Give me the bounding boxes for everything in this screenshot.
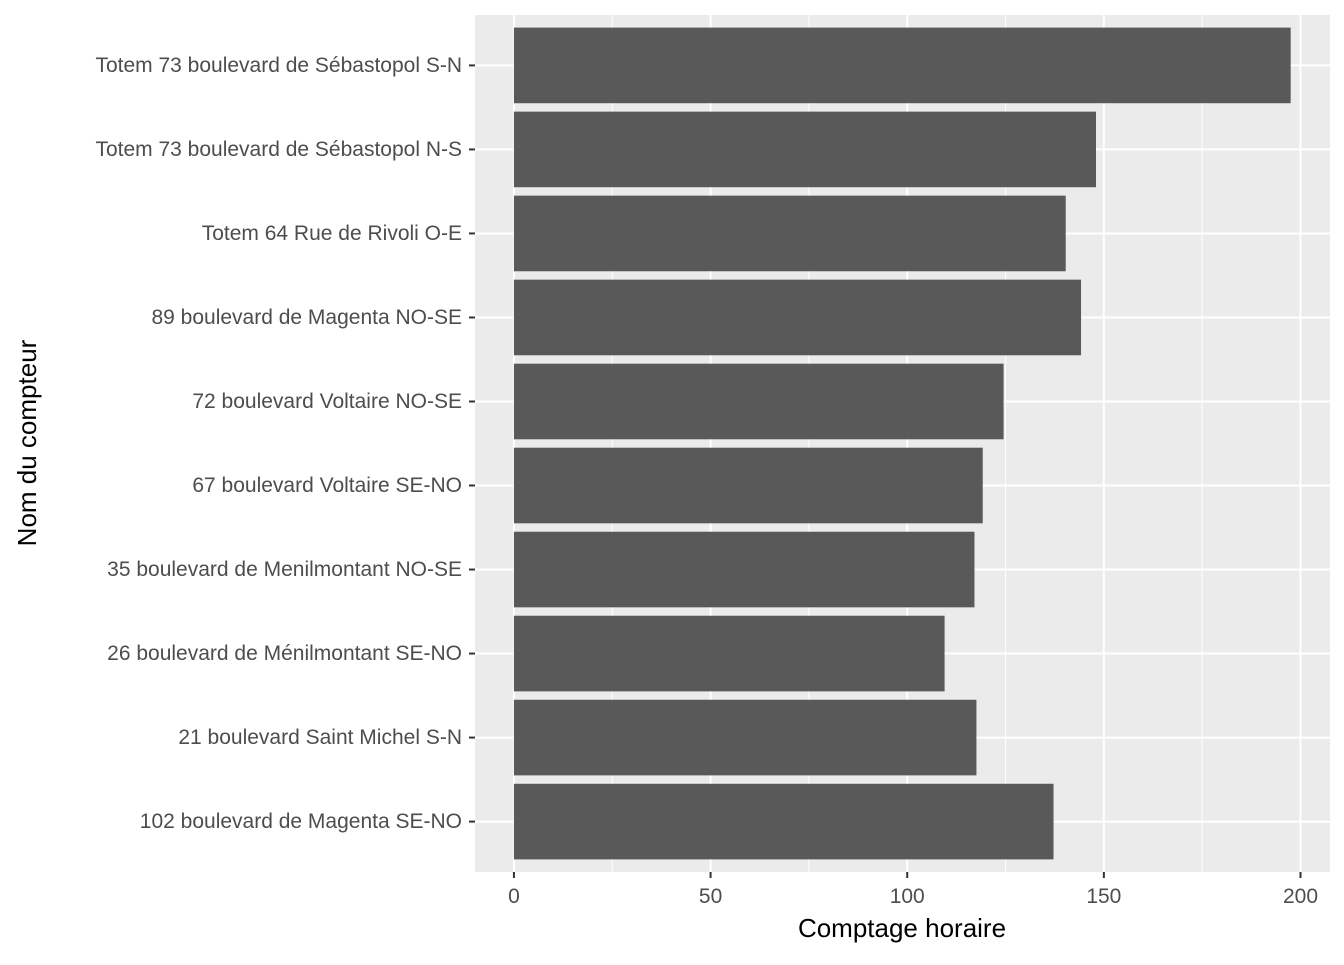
x-tick-label: 200: [1283, 885, 1318, 908]
y-tick-label: 67 boulevard Voltaire SE-NO: [192, 474, 462, 497]
y-tick-label: Totem 73 boulevard de Sébastopol S-N: [95, 54, 462, 77]
bar: [513, 363, 1004, 440]
bar: [513, 195, 1066, 272]
y-tick-label: 35 boulevard de Menilmontant NO-SE: [107, 558, 462, 581]
y-tick-label: 26 boulevard de Ménilmontant SE-NO: [107, 642, 462, 665]
y-tick-label: Totem 64 Rue de Rivoli O-E: [202, 222, 462, 245]
bars: [513, 27, 1291, 860]
y-tick-label: Totem 73 boulevard de Sébastopol N-S: [95, 138, 462, 161]
x-axis: 0 50 100 150 200: [508, 872, 1318, 908]
bar: [513, 27, 1291, 104]
y-tick-label: 72 boulevard Voltaire NO-SE: [192, 390, 462, 413]
x-axis-title: Comptage horaire: [798, 913, 1006, 943]
bar: [513, 447, 983, 524]
y-axis: Totem 73 boulevard de Sébastopol S-N Tote…: [95, 54, 475, 833]
y-tick-label: 102 boulevard de Magenta SE-NO: [140, 810, 462, 833]
y-tick-label: 21 boulevard Saint Michel S-N: [178, 726, 462, 749]
bar: [513, 615, 945, 692]
y-axis-title: Nom du compteur: [12, 339, 42, 546]
x-tick-label: 0: [508, 885, 520, 908]
bar: [513, 699, 977, 776]
x-tick-label: 150: [1086, 885, 1121, 908]
bar: [513, 111, 1096, 188]
bar: [513, 279, 1082, 356]
x-tick-label: 100: [890, 885, 925, 908]
x-tick-label: 50: [699, 885, 722, 908]
bar: [513, 531, 975, 608]
bar: [513, 783, 1054, 860]
y-tick-label: 89 boulevard de Magenta NO-SE: [151, 306, 462, 329]
